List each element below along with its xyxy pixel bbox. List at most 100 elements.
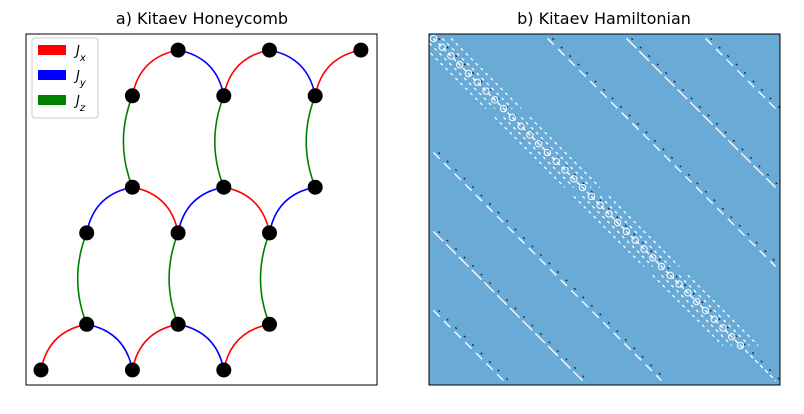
matrix-diagonal-entry — [526, 131, 534, 139]
matrix-block-stripe — [608, 195, 680, 267]
matrix-block-stripe — [511, 116, 584, 189]
legend: Jx Jy Jz — [31, 37, 99, 119]
edge-jz — [168, 232, 179, 325]
lattice-site — [170, 42, 186, 58]
edge-jz — [122, 95, 134, 188]
lattice-site — [79, 316, 95, 332]
matrix-diagonal-entry — [464, 69, 473, 78]
lattice-site — [124, 88, 140, 104]
matrix-block-stripe — [503, 116, 575, 189]
hamiltonian-marks — [415, 34, 782, 382]
matrix-diagonal-entry — [578, 183, 587, 192]
lattice-site — [216, 362, 232, 378]
lattice-site — [216, 179, 232, 195]
matrix-block-stripe — [687, 274, 759, 346]
lattice-site — [262, 316, 277, 332]
matrix-diagonal-entry — [570, 175, 578, 183]
matrix-diagonal-entry — [561, 166, 569, 174]
edge-jz — [305, 95, 316, 188]
hamiltonian-axes — [428, 33, 781, 386]
matrix-diagonal-entry — [473, 78, 481, 86]
lattice-site — [307, 179, 323, 195]
matrix-diagonal-entry — [613, 218, 622, 227]
matrix-diagonal-entry — [675, 280, 683, 288]
matrix-diagonal-entry — [429, 34, 438, 43]
lattice-site — [124, 362, 140, 378]
matrix-block-stripe — [678, 274, 750, 346]
matrix-diagonal-entry — [719, 324, 727, 332]
lattice-site — [170, 316, 186, 332]
matrix-diagonal-entry — [447, 52, 455, 60]
matrix-diagonal-entry — [631, 236, 639, 244]
legend-swatch-jx — [38, 45, 66, 55]
matrix-diagonal-entry — [517, 122, 525, 130]
matrix-diagonal-entry — [684, 289, 692, 297]
matrix-diagonal-entry — [543, 148, 552, 157]
matrix-block-stripe — [529, 116, 601, 189]
matrix-diagonal-entry — [666, 271, 675, 280]
matrix-diagonal-band — [704, 37, 777, 110]
lattice-site — [170, 225, 186, 241]
hamiltonian-title: b) Kitaev Hamiltonian — [517, 9, 691, 28]
lattice-site — [124, 179, 140, 195]
matrix-diagonal-entry — [596, 201, 604, 209]
matrix-diagonal-entry — [736, 341, 745, 350]
matrix-block-stripe — [599, 195, 671, 267]
lattice-site — [216, 88, 232, 104]
lattice-site — [33, 362, 49, 378]
matrix-diagonal-band — [432, 37, 777, 382]
edge-jz — [214, 95, 225, 188]
matrix-diagonal-entry — [587, 192, 596, 201]
matrix-diagonal-entry — [692, 297, 701, 306]
matrix-diagonal-entry — [508, 113, 517, 122]
matrix-diagonal-entry — [710, 315, 718, 323]
matrix-block-stripe — [520, 116, 592, 189]
matrix-diagonal-band-dark — [709, 37, 782, 110]
matrix-diagonal-entry — [649, 254, 657, 262]
matrix-diagonal-entry — [491, 96, 499, 104]
matrix-diagonal-band — [432, 152, 662, 382]
legend-swatch-jy — [38, 70, 66, 80]
matrix-block-stripe — [432, 37, 505, 110]
matrix-diagonal-band — [432, 230, 584, 382]
matrix-diagonal-entry — [657, 262, 666, 271]
lattice-site — [353, 42, 369, 58]
honeycomb-nodes — [33, 42, 369, 378]
matrix-block-stripe — [590, 195, 662, 267]
matrix-diagonal-band — [625, 37, 777, 189]
legend-swatch-jz — [38, 95, 66, 105]
edge-jz — [76, 232, 88, 325]
matrix-diagonal-entry — [534, 139, 543, 148]
matrix-diagonal-entry — [701, 306, 710, 315]
matrix-diagonal-entry — [482, 87, 490, 95]
matrix-diagonal-band — [547, 37, 777, 267]
matrix-block-stripe — [415, 37, 487, 110]
lattice-site — [307, 88, 323, 104]
matrix-block-stripe — [573, 195, 645, 267]
edge-jz — [259, 232, 271, 325]
lattice-site — [79, 225, 95, 241]
matrix-diagonal-entry — [605, 210, 613, 218]
matrix-block-stripe — [441, 37, 513, 110]
matrix-diagonal-band — [432, 309, 505, 382]
matrix-diagonal-entry — [499, 104, 508, 113]
matrix-block-stripe — [669, 274, 741, 346]
matrix-block-stripe — [450, 37, 522, 110]
matrix-block-stripe — [661, 274, 733, 346]
matrix-diagonal-entry — [622, 227, 631, 236]
matrix-diagonal-band-dark — [437, 309, 510, 382]
matrix-diagonal-entry — [728, 333, 736, 341]
matrix-diagonal-entry — [552, 157, 560, 165]
honeycomb-title: a) Kitaev Honeycomb — [116, 9, 288, 28]
matrix-block-stripe — [424, 37, 496, 110]
matrix-diagonal-band-dark — [437, 37, 782, 382]
matrix-diagonal-entry — [438, 43, 446, 51]
matrix-block-stripe — [494, 116, 566, 189]
lattice-site — [262, 225, 277, 241]
matrix-block-stripe — [582, 195, 654, 267]
matrix-diagonal-entry — [640, 245, 648, 253]
matrix-block-stripe — [652, 274, 724, 346]
lattice-site — [262, 42, 277, 58]
